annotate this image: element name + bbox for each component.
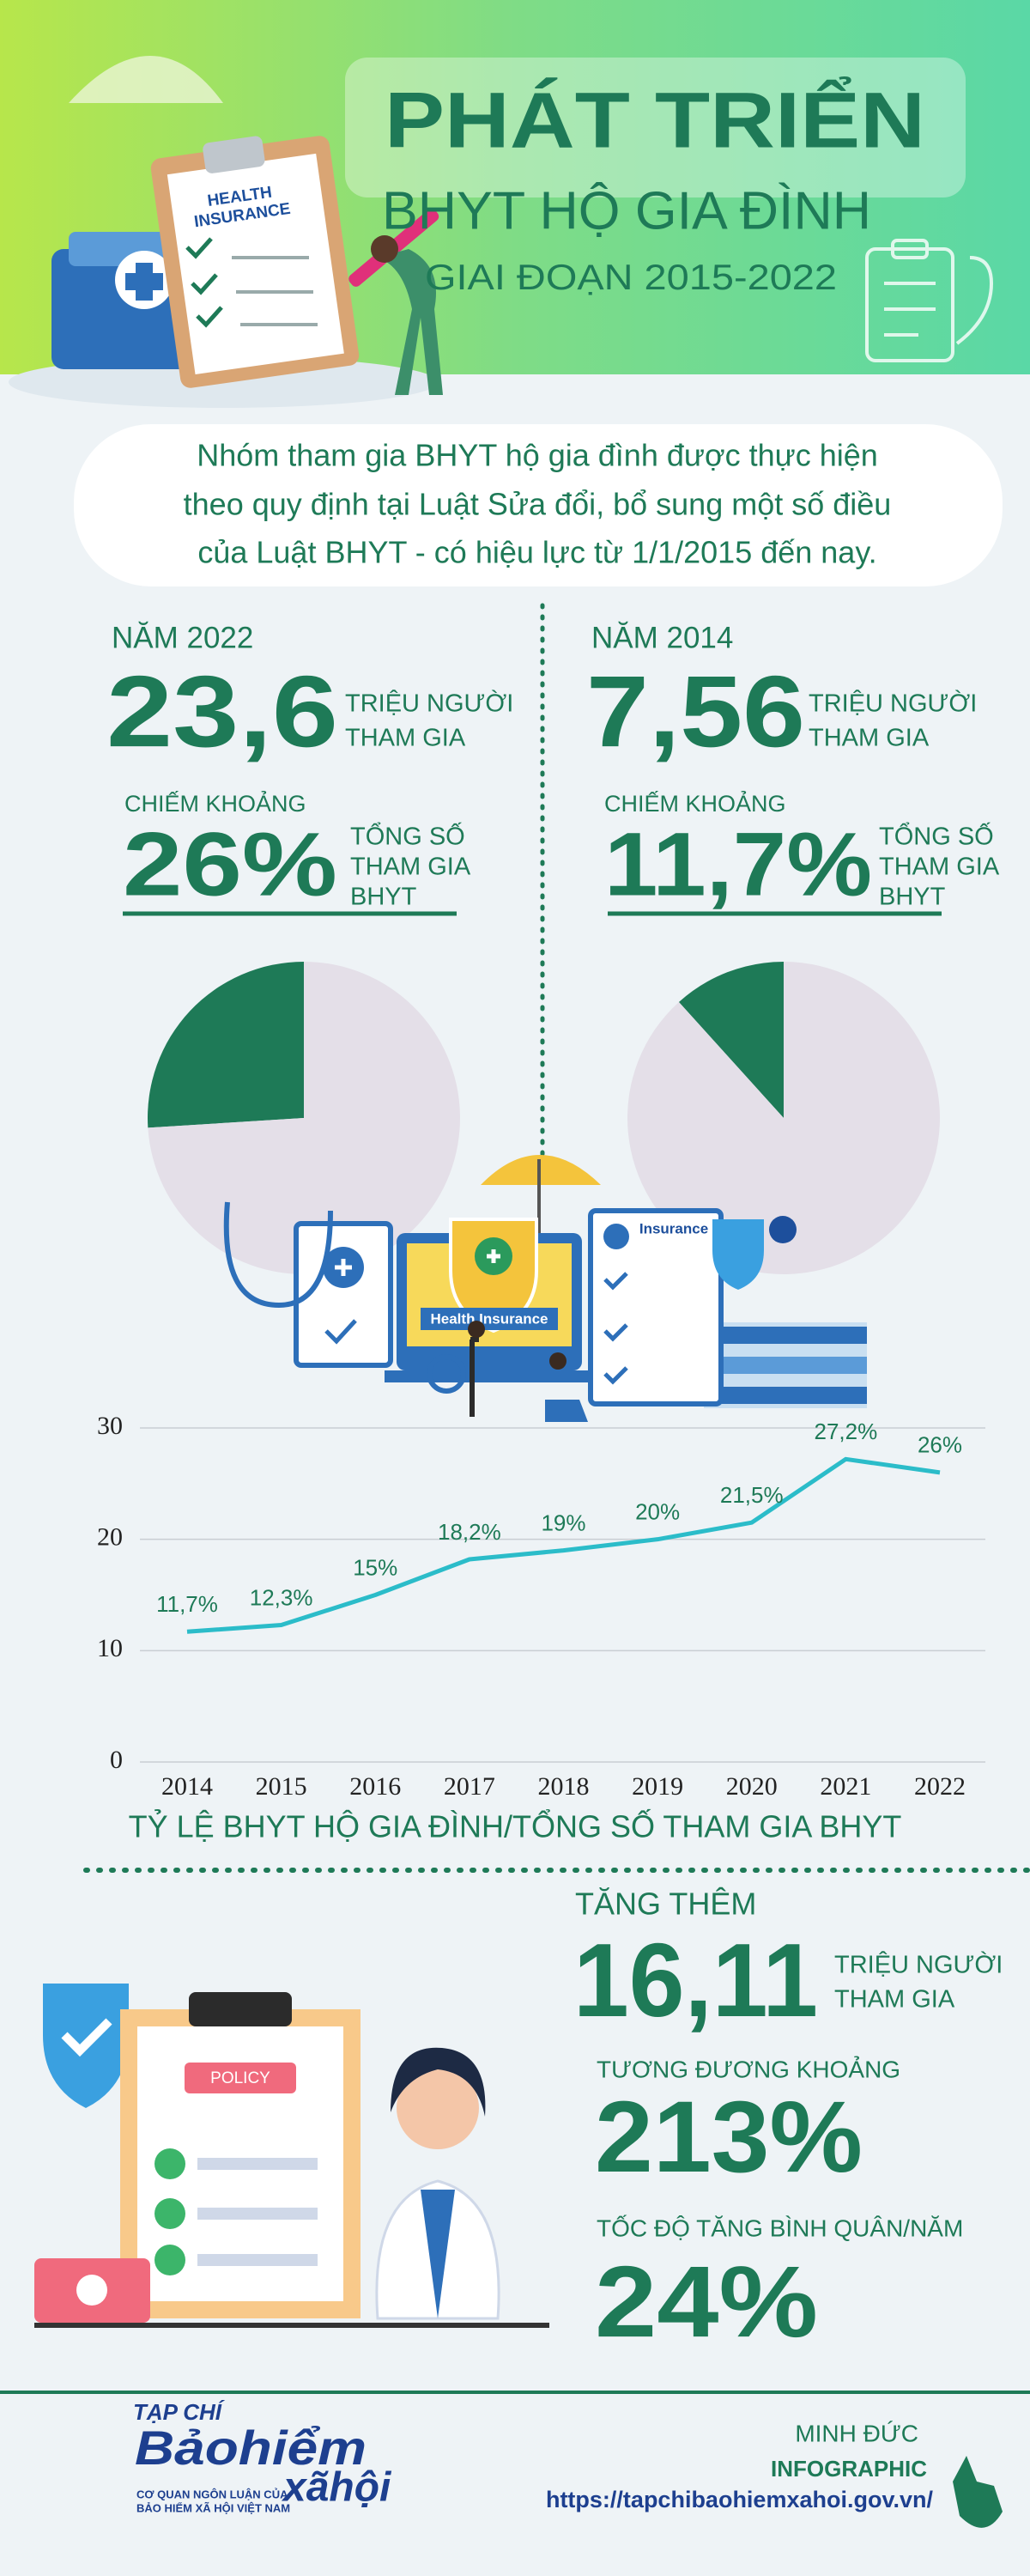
clipboard-icon xyxy=(865,239,994,362)
x-tick-label: 2018 xyxy=(538,1772,590,1801)
data-label: 20% xyxy=(635,1499,680,1525)
footer: TẠP CHÍ Bảohiểm xãhội CƠ QUAN NGÔN LUẬN … xyxy=(133,2399,1003,2528)
data-label: 21,5% xyxy=(720,1482,784,1508)
x-tick-label: 2019 xyxy=(632,1772,683,1801)
data-label: 12,3% xyxy=(250,1584,313,1610)
rate-label: TỐC ĐỘ TĂNG BÌNH QUÂN/NĂM xyxy=(597,2214,963,2241)
pointer-icon xyxy=(953,2456,1003,2528)
growth-label: TĂNG THÊM xyxy=(575,1886,756,1922)
share-unit: TỔNG SỐ xyxy=(879,822,994,851)
x-tick-label: 2014 xyxy=(161,1772,213,1801)
intro-line: Nhóm tham gia BHYT hộ gia đình được thực… xyxy=(197,438,878,473)
growth: TĂNG THÊM 16,11 TRIỆU NGƯỜI THAM GIA TƯƠ… xyxy=(573,1886,1003,2360)
equiv-label: TƯƠNG ĐƯƠNG KHOẢNG xyxy=(597,2055,900,2082)
line-chart: 0 10 20 30 2014 2015 2016 2017 2018 2019 2020 2021 2… xyxy=(97,1412,985,1801)
share-unit: THAM GIA xyxy=(350,854,471,881)
stat-unit: THAM GIA xyxy=(809,725,930,752)
share-unit: BHYT xyxy=(350,884,417,911)
logo-top: TẠP CHÍ xyxy=(133,2399,226,2425)
y-tick-label: 10 xyxy=(97,1634,123,1662)
x-tick-label: 2015 xyxy=(256,1772,307,1801)
stat-value: 7,56 xyxy=(586,655,805,769)
rate-value: 24% xyxy=(595,2245,818,2359)
y-tick-label: 0 xyxy=(110,1746,123,1774)
data-label: 27,2% xyxy=(815,1419,878,1444)
title: PHÁT TRIỂN xyxy=(385,75,925,164)
share-unit: BHYT xyxy=(879,884,946,911)
policy-label: POLICY xyxy=(210,2069,270,2087)
author: MINH ĐỨC xyxy=(795,2420,918,2446)
intro-box xyxy=(74,424,1003,586)
growth-value: 16,11 xyxy=(573,1922,818,2038)
intro-line: theo quy định tại Luật Sửa đổi, bổ sung … xyxy=(184,487,892,522)
line xyxy=(186,1456,941,1634)
header-illustration: HEALTH INSURANCE xyxy=(9,56,443,408)
data-label: 18,2% xyxy=(438,1519,501,1545)
growth-unit: THAM GIA xyxy=(834,1986,955,2014)
share-label: CHIẾM KHOẢNG xyxy=(604,789,786,817)
pies xyxy=(147,962,941,1275)
pie-slice xyxy=(148,962,460,1275)
share-value: 11,7% xyxy=(604,815,872,915)
logo-note: CƠ QUAN NGÔN LUẬN CỦA xyxy=(136,2488,288,2500)
pie-slice xyxy=(147,962,304,1128)
y-tick-label: 30 xyxy=(97,1412,123,1440)
stat-unit: THAM GIA xyxy=(345,725,466,752)
middle-illustration: Health Insurance Insurance xyxy=(223,1155,867,1422)
stat-unit: TRIỆU NGƯỜI xyxy=(809,690,977,718)
share-unit: THAM GIA xyxy=(879,854,1000,881)
x-tick-label: 2016 xyxy=(349,1772,401,1801)
share-label: CHIẾM KHOẢNG xyxy=(124,789,306,817)
growth-unit: TRIỆU NGƯỜI xyxy=(834,1951,1003,1979)
intro-line: của Luật BHYT - có hiệu lực từ 1/1/2015 … xyxy=(197,535,876,570)
equiv-value: 213% xyxy=(595,2081,863,2194)
y-tick-label: 20 xyxy=(97,1523,123,1552)
data-label: 15% xyxy=(353,1554,397,1580)
logo-main: Bảohiểm xyxy=(135,2421,367,2475)
pie-slice xyxy=(678,962,784,1118)
url[interactable]: https://tapchibaohiemxahoi.gov.vn/ xyxy=(546,2487,934,2512)
period: GIAI ĐOẠN 2015-2022 xyxy=(425,257,837,297)
subtitle: BHYT HỘ GIA ĐÌNH xyxy=(382,181,871,240)
stat-2022: NĂM 2022 23,6 TRIỆU NGƯỜI THAM GIA CHIẾM… xyxy=(106,621,513,916)
logo-sub: xãhội xyxy=(281,2465,392,2511)
share-unit: TỔNG SỐ xyxy=(350,822,465,851)
x-tick-label: 2022 xyxy=(914,1772,966,1801)
chart-title: TỶ LỆ BHYT HỘ GIA ĐÌNH/TỔNG SỐ THAM GIA … xyxy=(129,1807,902,1844)
data-label: 19% xyxy=(541,1510,585,1536)
x-tick-label: 2017 xyxy=(444,1772,495,1801)
stat-2014: NĂM 2014 7,56 TRIỆU NGƯỜI THAM GIA CHIẾM… xyxy=(586,621,1000,916)
stat-year: NĂM 2022 xyxy=(112,621,253,654)
x-tick-label: 2021 xyxy=(820,1772,871,1801)
stat-year: NĂM 2014 xyxy=(591,621,733,654)
stat-unit: TRIỆU NGƯỜI xyxy=(345,690,513,718)
stat-value: 23,6 xyxy=(106,655,338,769)
share-value: 26% xyxy=(123,815,337,915)
data-label: 26% xyxy=(918,1432,962,1458)
logo-note: BẢO HIỂM XÃ HỘI VIỆT NAM xyxy=(136,2501,290,2514)
illustration-label: Insurance xyxy=(639,1220,708,1236)
title-box xyxy=(345,58,966,197)
bottom-illustration: POLICY xyxy=(34,1984,549,2328)
illustration-label: Health Insurance xyxy=(431,1310,548,1327)
data-label: 11,7% xyxy=(156,1591,218,1617)
pie-slice xyxy=(627,962,941,1275)
kind: INFOGRAPHIC xyxy=(771,2456,927,2482)
x-tick-label: 2020 xyxy=(726,1772,778,1801)
